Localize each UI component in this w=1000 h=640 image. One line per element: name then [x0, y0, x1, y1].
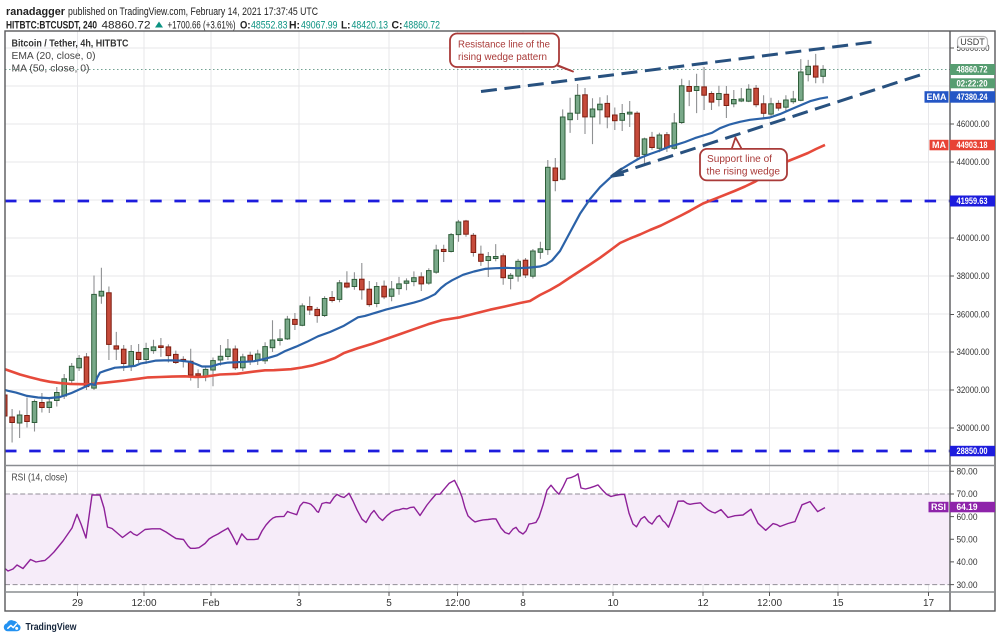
svg-text:12:00: 12:00 [131, 598, 156, 609]
svg-text:48420.13: 48420.13 [352, 20, 389, 32]
svg-text:32000.00: 32000.00 [957, 385, 990, 396]
svg-text:Resistance line of the: Resistance line of the [458, 40, 550, 51]
svg-text:47380.24: 47380.24 [957, 92, 989, 103]
svg-text:published on TradingView.com,: published on TradingView.com, February 1… [68, 6, 318, 18]
svg-text:49067.99: 49067.99 [301, 20, 338, 32]
svg-text:46000.00: 46000.00 [957, 119, 990, 130]
svg-text:12: 12 [697, 598, 709, 609]
svg-text:48860.72: 48860.72 [404, 20, 441, 32]
svg-text:TradingView: TradingView [26, 621, 78, 633]
svg-text:L:: L: [341, 20, 351, 32]
svg-text:38000.00: 38000.00 [957, 271, 990, 282]
svg-text:8: 8 [520, 598, 526, 609]
svg-text:48860.72: 48860.72 [102, 20, 151, 32]
svg-text:64.19: 64.19 [957, 502, 978, 513]
svg-text:ranadagger: ranadagger [6, 6, 66, 18]
svg-text:02:22:20: 02:22:20 [957, 79, 988, 90]
svg-text:RSI: RSI [931, 502, 946, 512]
svg-text:EMA: EMA [927, 92, 948, 102]
svg-text:48552.83: 48552.83 [251, 20, 288, 32]
svg-text:RSI (14, close): RSI (14, close) [12, 473, 68, 484]
svg-text:34000.00: 34000.00 [957, 347, 990, 358]
svg-text:MA: MA [932, 140, 946, 150]
svg-text:30.00: 30.00 [957, 580, 978, 591]
svg-text:40.00: 40.00 [957, 557, 978, 568]
svg-text:41959.63: 41959.63 [957, 196, 988, 207]
svg-text:HITBTC:BTCUSDT, 240: HITBTC:BTCUSDT, 240 [6, 20, 97, 32]
svg-text:EMA (20, close, 0): EMA (20, close, 0) [12, 51, 96, 62]
svg-text:the rising wedge: the rising wedge [707, 167, 781, 178]
svg-text:Support line of: Support line of [707, 154, 772, 165]
svg-text:O:: O: [240, 20, 251, 32]
svg-text:80.00: 80.00 [957, 467, 978, 478]
svg-text:12:00: 12:00 [757, 598, 782, 609]
svg-text:3: 3 [296, 598, 302, 609]
svg-text:17: 17 [923, 598, 935, 609]
svg-text:50000.00: 50000.00 [957, 43, 990, 54]
svg-text:+1700.66 (+3.61%): +1700.66 (+3.61%) [168, 20, 236, 32]
svg-text:H:: H: [289, 20, 300, 32]
svg-text:70.00: 70.00 [957, 489, 978, 500]
svg-text:28850.00: 28850.00 [957, 446, 988, 457]
svg-text:MA (50, close, 0): MA (50, close, 0) [12, 64, 90, 75]
svg-text:40000.00: 40000.00 [957, 233, 990, 244]
svg-text:rising wedge pattern: rising wedge pattern [458, 52, 547, 63]
svg-text:30000.00: 30000.00 [957, 423, 990, 434]
svg-text:15: 15 [832, 598, 844, 609]
svg-text:Feb: Feb [202, 598, 220, 609]
svg-text:Bitcoin / Tether, 4h, HITBTC: Bitcoin / Tether, 4h, HITBTC [12, 39, 129, 50]
svg-text:C:: C: [392, 20, 403, 32]
svg-text:5: 5 [386, 598, 392, 609]
svg-text:36000.00: 36000.00 [957, 310, 990, 321]
svg-text:44903.18: 44903.18 [957, 140, 988, 151]
svg-text:10: 10 [607, 598, 619, 609]
svg-text:44000.00: 44000.00 [957, 157, 990, 168]
svg-text:12:00: 12:00 [445, 598, 470, 609]
svg-text:50.00: 50.00 [957, 535, 978, 546]
svg-text:29: 29 [72, 598, 84, 609]
svg-text:60.00: 60.00 [957, 512, 978, 523]
svg-text:USDT: USDT [960, 37, 985, 47]
svg-text:48860.72: 48860.72 [957, 65, 988, 76]
